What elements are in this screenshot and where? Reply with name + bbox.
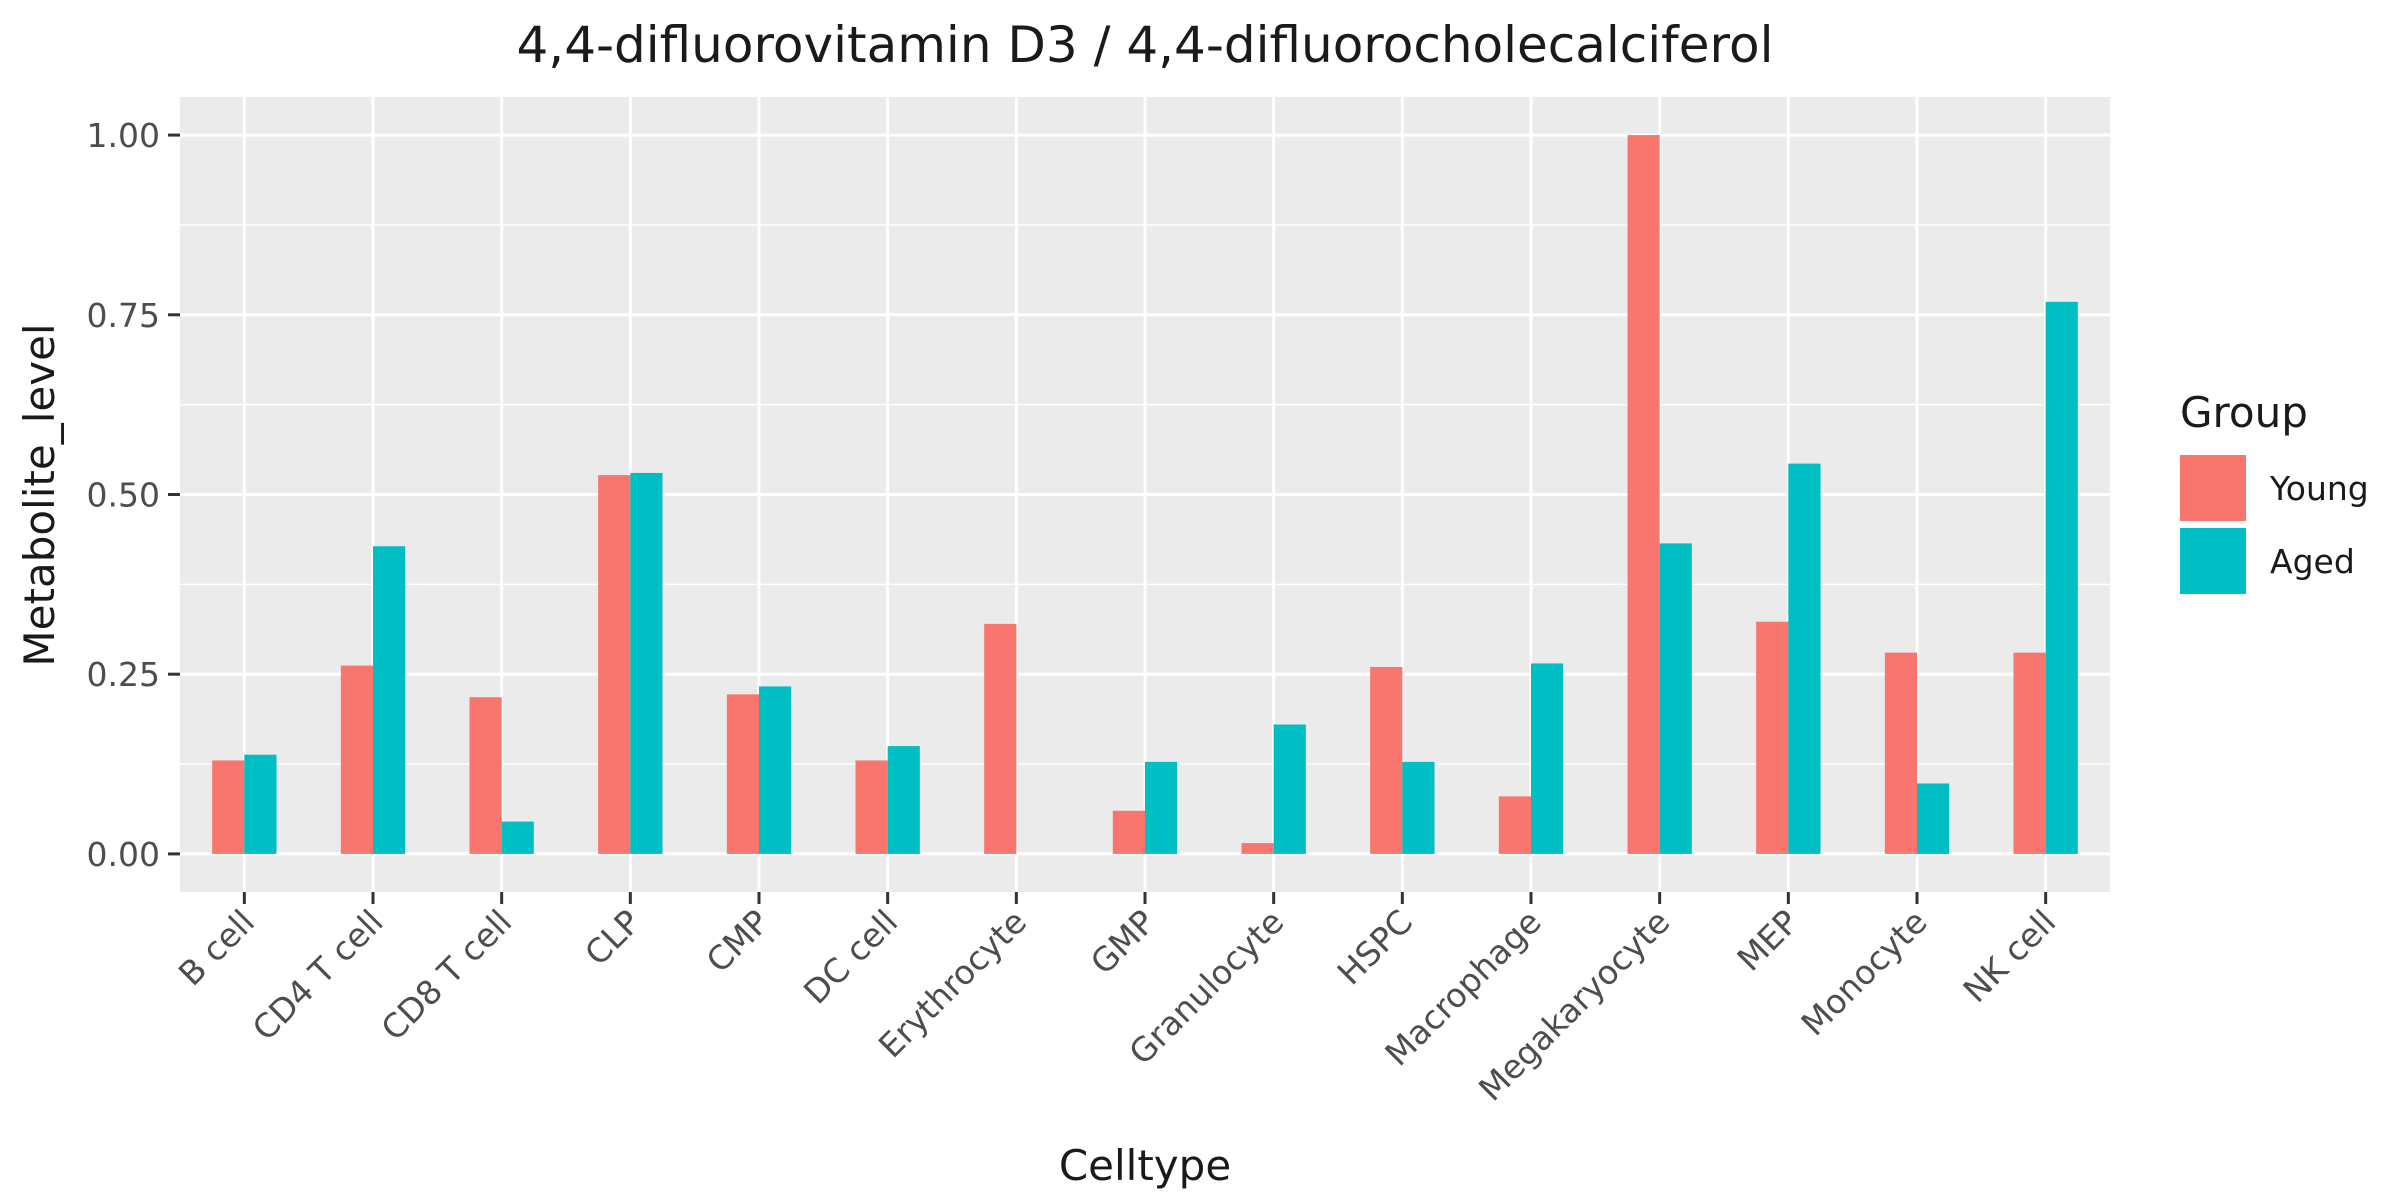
x-tick-label: CD4 T cell — [245, 902, 391, 1048]
bar-young-nk-cell — [2013, 652, 2046, 854]
bar-aged-b-cell — [244, 754, 277, 854]
chart-title: 4,4-difluorovitamin D3 / 4,4-difluorocho… — [516, 16, 1773, 74]
x-tick-label: NK cell — [1955, 902, 2063, 1010]
bar-young-erythrocyte — [984, 623, 1017, 854]
bar-aged-macrophage — [1531, 663, 1564, 854]
bar-young-mep — [1756, 621, 1789, 854]
bar-aged-cd4-t-cell — [373, 546, 406, 854]
y-axis: 0.00 0.25 0.50 0.75 1.00 — [87, 116, 180, 874]
legend-label-young: Young — [2269, 469, 2369, 508]
x-tick-label: CLP — [577, 902, 648, 973]
bar-aged-cd8-t-cell — [501, 821, 534, 854]
bar-young-cmp — [726, 694, 759, 854]
bar-young-cd4-t-cell — [340, 665, 373, 854]
y-axis-title: Metabolite_level — [15, 323, 64, 666]
legend-label-aged: Aged — [2270, 542, 2355, 581]
y-tick-label: 0.50 — [87, 476, 160, 515]
bar-young-clp — [598, 475, 631, 854]
legend-title: Group — [2180, 388, 2308, 437]
x-tick-label: CMP — [699, 902, 777, 980]
bar-aged-hspc — [1402, 761, 1435, 854]
y-tick-label: 0.25 — [87, 655, 160, 694]
bar-young-dc-cell — [855, 760, 888, 854]
bar-aged-gmp — [1145, 761, 1178, 854]
x-tick-label: HSPC — [1330, 902, 1420, 992]
x-tick-label: Monocyte — [1793, 902, 1934, 1043]
legend: Group Young Aged — [2180, 388, 2369, 594]
bar-young-monocyte — [1884, 652, 1917, 854]
y-tick-label: 0.00 — [87, 835, 160, 874]
x-axis-title: Celltype — [1059, 1141, 1231, 1190]
bar-aged-monocyte — [1917, 783, 1950, 854]
x-tick-label: DC cell — [796, 902, 905, 1011]
legend-key-aged — [2180, 528, 2246, 594]
x-tick-label: GMP — [1083, 902, 1163, 982]
bar-young-hspc — [1370, 667, 1403, 854]
y-tick-label: 1.00 — [87, 116, 160, 155]
x-tick-label: MEP — [1729, 902, 1806, 979]
bar-young-cd8-t-cell — [469, 697, 502, 854]
bar-aged-clp — [630, 472, 663, 854]
bar-young-megakaryocyte — [1627, 135, 1660, 854]
bar-aged-megakaryocyte — [1659, 543, 1692, 854]
x-tick-label: CD8 T cell — [373, 902, 519, 1048]
y-tick-label: 0.75 — [87, 296, 160, 335]
bar-young-b-cell — [212, 760, 245, 854]
bar-aged-mep — [1788, 463, 1821, 854]
bar-young-macrophage — [1498, 796, 1531, 854]
bar-young-granulocyte — [1241, 843, 1274, 854]
bar-aged-dc-cell — [887, 746, 920, 854]
legend-key-young — [2180, 455, 2246, 521]
bar-aged-cmp — [759, 686, 792, 854]
x-tick-label: B cell — [171, 902, 262, 993]
bar-young-gmp — [1112, 810, 1145, 854]
bar-aged-granulocyte — [1273, 724, 1306, 854]
bar-aged-nk-cell — [2045, 301, 2078, 854]
bars — [212, 135, 2078, 854]
